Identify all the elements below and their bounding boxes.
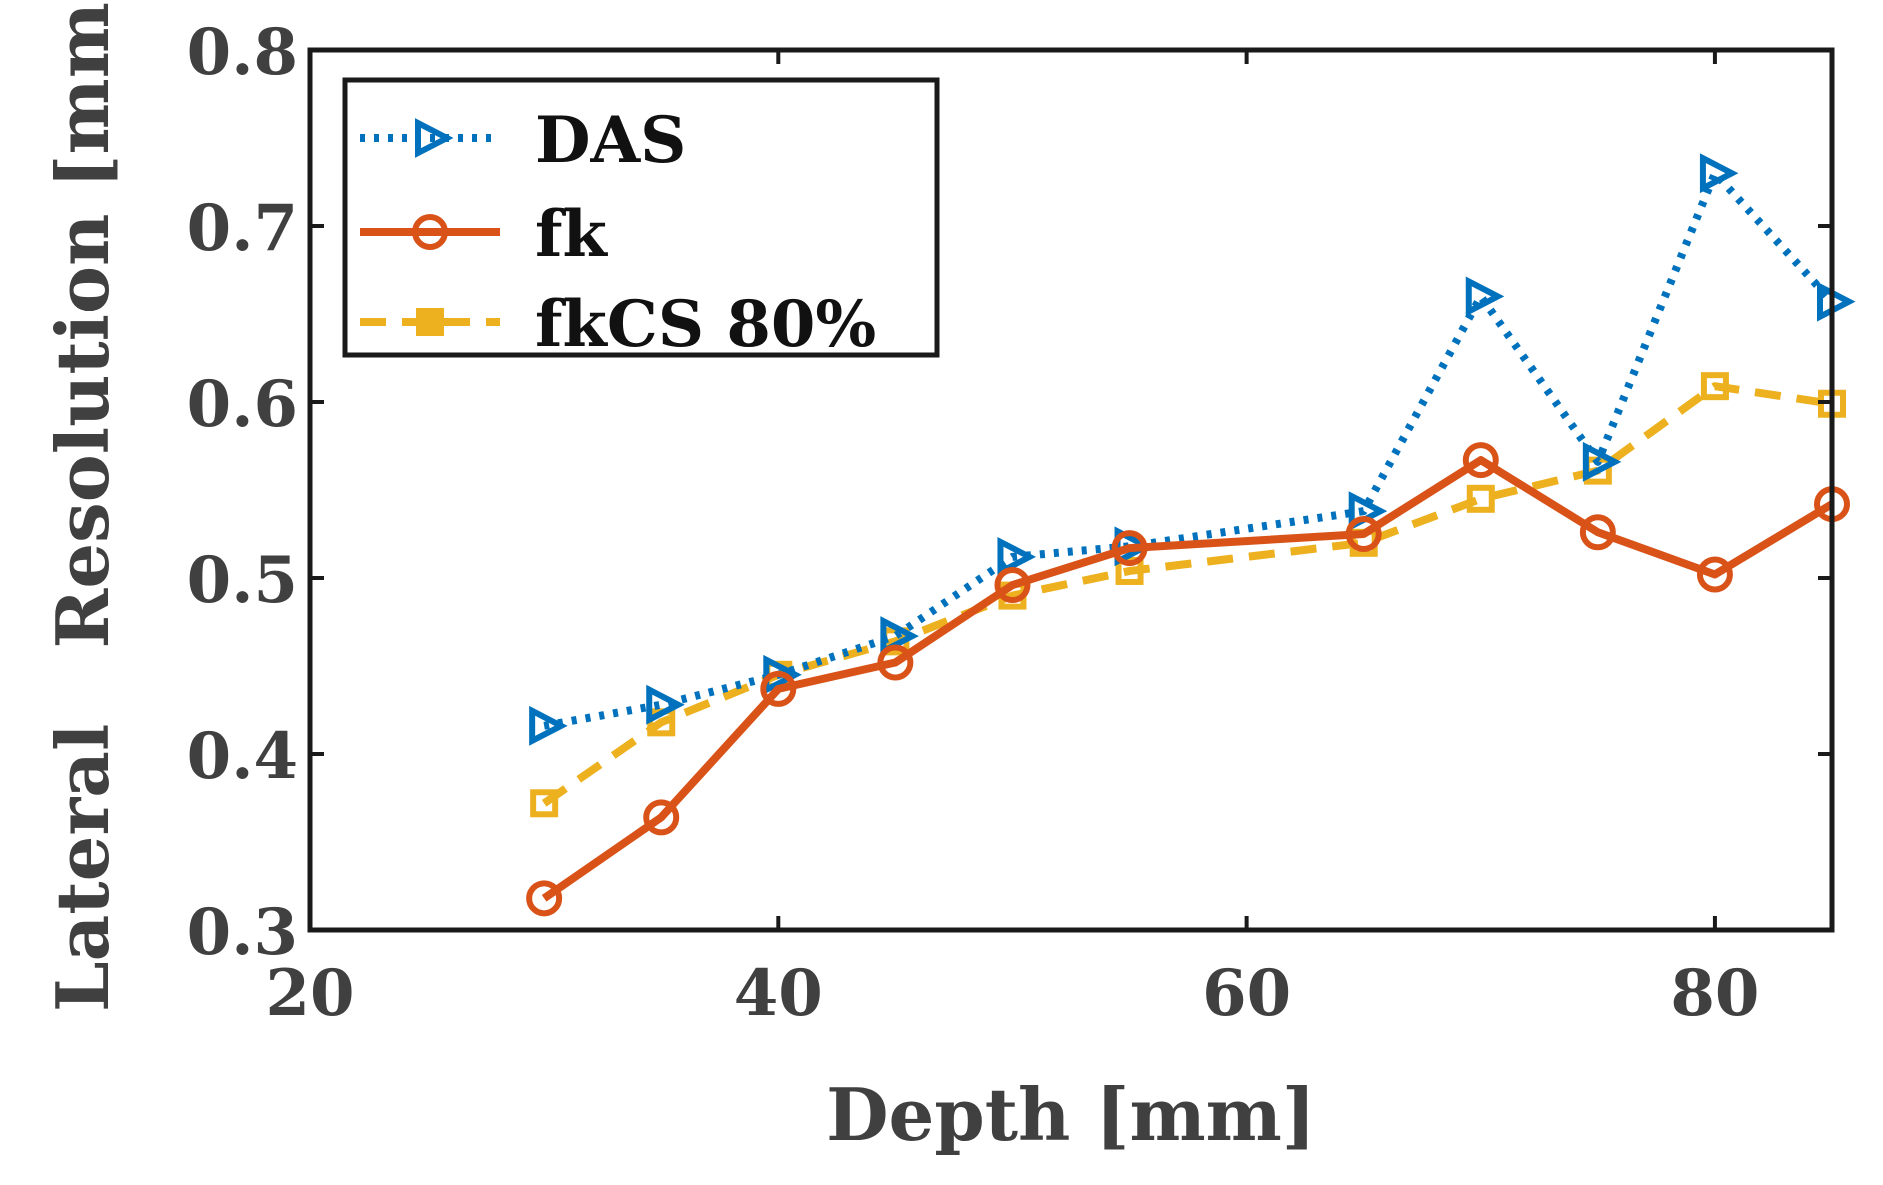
plot-area-frame: [307, 47, 1835, 933]
series-line-das: [543, 169, 1835, 730]
series-line-fkcs-80: [541, 382, 1833, 807]
data-point-das: [1582, 441, 1622, 482]
data-point-das: [880, 616, 919, 657]
y-axis-label: Lateral Resolution [mm]: [40, 0, 125, 1012]
y-tick-label: 0.4: [187, 719, 298, 794]
y-tick-label: 0.7: [187, 191, 298, 266]
data-point-das: [1699, 153, 1739, 194]
data-point-fk: [1696, 556, 1733, 593]
y-tick-label: 0.5: [187, 543, 298, 618]
legend-label-das: DAS: [535, 103, 686, 178]
x-tick-label: 20: [265, 956, 354, 1031]
data-point-fk: [1462, 442, 1499, 479]
data-point-das: [763, 654, 802, 695]
series-fk: [526, 442, 1850, 917]
data-point-fk: [1579, 514, 1616, 551]
data-point-das: [997, 536, 1036, 577]
y-tick-label: 0.3: [187, 895, 298, 970]
data-point-fkcs-80: [1115, 556, 1144, 585]
legend-label-fk: fk: [535, 197, 609, 272]
legend-items: DAS fk fkCS 80%: [360, 103, 876, 362]
legend-marker-das: [415, 118, 454, 158]
x-tick-label: 60: [1202, 956, 1291, 1031]
series-layer: [526, 153, 1856, 917]
series-line-fk: [541, 456, 1835, 902]
data-point-fk: [994, 567, 1031, 604]
axis-ticks: 20 40 60 80 0.3 0.4 0.5 0.6 0.7 0.8: [187, 15, 1832, 1031]
data-point-fkcs-80: [530, 789, 559, 818]
data-point-das: [646, 684, 685, 725]
data-point-das: [529, 705, 568, 746]
data-point-fk: [526, 880, 563, 917]
data-point-fk: [1111, 530, 1148, 567]
y-tick-label: 0.6: [187, 367, 298, 442]
x-tick-label: 40: [734, 956, 823, 1031]
data-point-fkcs-80: [1466, 484, 1495, 513]
data-point-fk: [760, 670, 797, 707]
legend: DAS fk fkCS 80%: [342, 77, 940, 362]
y-tick-label: 0.8: [187, 15, 298, 90]
legend-label-fkcs-80: fkCS 80%: [535, 287, 876, 362]
data-point-fk: [643, 799, 680, 836]
data-point-das: [1465, 276, 1505, 317]
x-tick-label: 80: [1670, 956, 1759, 1031]
legend-marker-fk: [412, 214, 448, 250]
series-fkcs-80: [530, 372, 1846, 818]
x-axis-label: Depth [mm]: [826, 1072, 1316, 1157]
data-point-fk: [1345, 516, 1382, 552]
data-point-fk: [877, 644, 914, 681]
data-point-fkcs-80: [1700, 372, 1729, 401]
legend-marker-fkcs-80: [416, 308, 444, 336]
